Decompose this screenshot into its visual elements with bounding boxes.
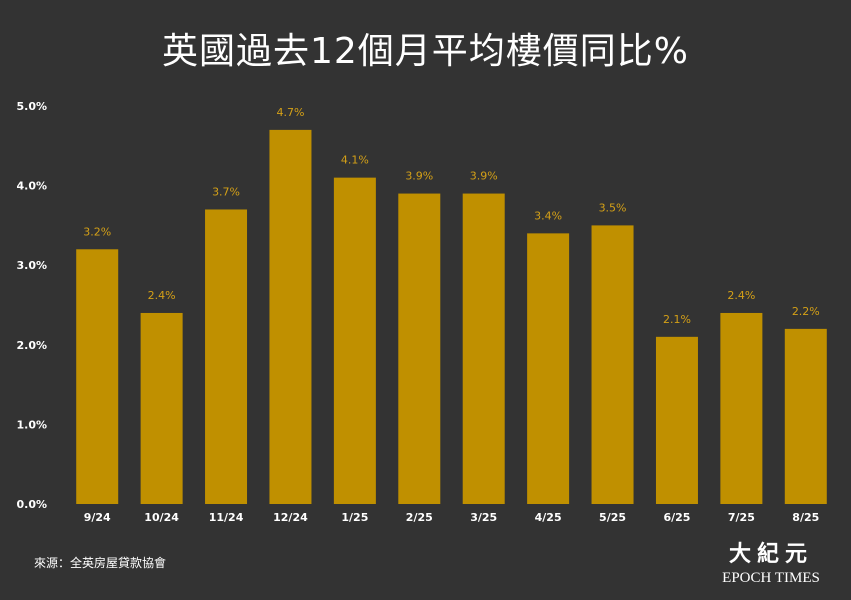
bar bbox=[269, 129, 312, 504]
bar bbox=[462, 193, 505, 504]
chart-title: 英國過去12個月平均樓價同比% bbox=[161, 31, 690, 72]
x-tick-label: 3/25 bbox=[470, 511, 497, 524]
y-axis: 0.0% 1.0% 2.0% 3.0% 4.0% 5.0% bbox=[16, 100, 47, 511]
x-tick-label: 2/25 bbox=[406, 511, 433, 524]
data-label: 2.4% bbox=[727, 289, 755, 302]
data-label: 2.4% bbox=[148, 289, 176, 302]
x-tick-label: 1/25 bbox=[341, 511, 368, 524]
logo-english-text: EPOCH TIMES bbox=[722, 570, 820, 586]
x-tick-label: 10/24 bbox=[144, 511, 179, 524]
epoch-times-logo: 大紀元 EPOCH TIMES bbox=[716, 540, 826, 595]
x-tick-label: 4/25 bbox=[535, 511, 562, 524]
y-tick-label: 3.0% bbox=[16, 259, 47, 272]
bar bbox=[333, 177, 376, 504]
data-label: 2.1% bbox=[663, 313, 691, 326]
y-tick-label: 1.0% bbox=[16, 418, 47, 431]
data-label: 4.1% bbox=[341, 154, 369, 167]
bar bbox=[140, 312, 183, 504]
y-tick-label: 5.0% bbox=[16, 100, 47, 113]
y-tick-label: 0.0% bbox=[16, 498, 47, 511]
data-label: 2.2% bbox=[792, 305, 820, 318]
x-tick-label: 9/24 bbox=[84, 511, 111, 524]
data-label: 3.4% bbox=[534, 209, 562, 222]
bar bbox=[720, 312, 763, 504]
x-tick-label: 11/24 bbox=[209, 511, 244, 524]
data-label: 3.5% bbox=[599, 201, 627, 214]
x-tick-label: 6/25 bbox=[663, 511, 690, 524]
data-label: 3.9% bbox=[470, 170, 498, 183]
bar bbox=[527, 233, 570, 505]
x-tick-label: 12/24 bbox=[273, 511, 308, 524]
bar-labels: 3.2% 2.4% 3.7% 4.7% 4.1% 3.9% 3.9% 3.4% 3.5% 2.1%… bbox=[83, 106, 820, 326]
x-axis: 9/24 10/24 11/24 12/24 1/25 2/25 3/25 4/25 5/25 6… bbox=[84, 511, 820, 524]
bar bbox=[591, 225, 634, 504]
data-label: 3.9% bbox=[405, 170, 433, 183]
bar bbox=[76, 249, 119, 504]
source-note: 來源：全英房屋貸款協會 bbox=[34, 556, 167, 570]
y-tick-label: 4.0% bbox=[16, 180, 47, 193]
x-tick-label: 8/25 bbox=[792, 511, 819, 524]
x-tick-label: 5/25 bbox=[599, 511, 626, 524]
bar bbox=[205, 209, 248, 505]
x-tick-label: 7/25 bbox=[728, 511, 755, 524]
data-label: 4.7% bbox=[276, 106, 304, 119]
bar bbox=[398, 193, 441, 504]
bar bbox=[784, 328, 827, 504]
data-label: 3.7% bbox=[212, 185, 240, 198]
logo-chinese-text: 大紀元 bbox=[728, 541, 813, 567]
bar bbox=[655, 336, 698, 504]
bars bbox=[76, 129, 827, 505]
data-label: 3.2% bbox=[83, 225, 111, 238]
y-tick-label: 2.0% bbox=[16, 339, 47, 352]
